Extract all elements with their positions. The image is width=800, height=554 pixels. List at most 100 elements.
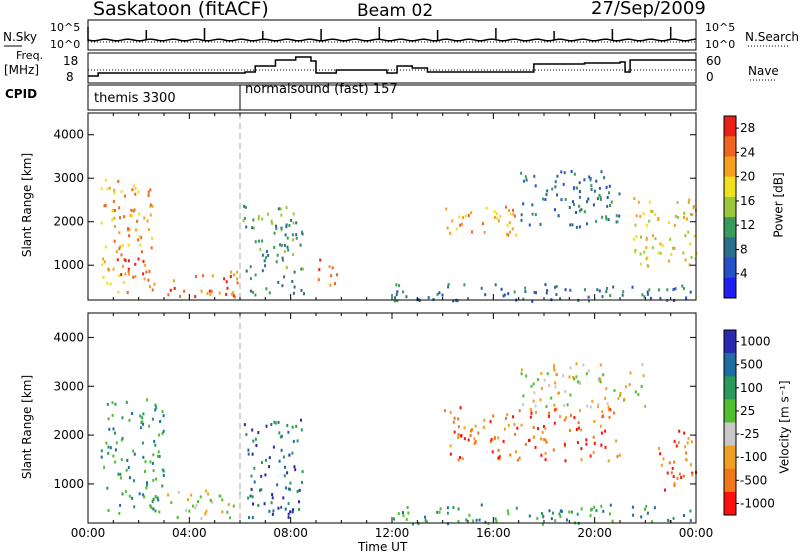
heatmap-cell (478, 518, 481, 522)
heatmap-cell (506, 224, 509, 227)
heatmap-cell (143, 216, 146, 220)
heatmap-cell (609, 503, 612, 507)
heatmap-cell (575, 428, 578, 431)
heatmap-cell (226, 286, 229, 290)
heatmap-cell (559, 515, 562, 518)
heatmap-cell (147, 190, 150, 194)
heatmap-cell (642, 374, 645, 378)
heatmap-cell (575, 362, 578, 366)
heatmap-cell (676, 476, 679, 480)
heatmap-cell (139, 414, 142, 418)
heatmap-cell (631, 505, 634, 509)
heatmap-cell (666, 288, 669, 292)
heatmap-cell (284, 486, 287, 490)
heatmap-cell (446, 511, 449, 515)
heatmap-cell (134, 187, 137, 190)
heatmap-cell (522, 403, 525, 407)
heatmap-cell (603, 176, 606, 180)
colorbar-swatch (724, 445, 736, 470)
heatmap-cell (292, 439, 295, 443)
heatmap-cell (289, 481, 292, 485)
heatmap-cell (457, 507, 460, 511)
heatmap-cell (509, 230, 512, 234)
heatmap-cell (120, 190, 123, 194)
heatmap-cell (554, 408, 557, 412)
heatmap-cell (277, 420, 280, 424)
heatmap-cell (121, 416, 124, 420)
heatmap-cell (122, 281, 125, 284)
colorbar-swatch (724, 217, 736, 238)
heatmap-cell (250, 487, 253, 491)
heatmap-cell (265, 256, 267, 260)
heatmap-cell (123, 258, 126, 261)
colorbar-swatch (724, 257, 736, 279)
heatmap-cell (678, 429, 681, 433)
heatmap-cell (287, 516, 290, 519)
heatmap-cell (393, 299, 396, 303)
heatmap-cell (149, 205, 151, 209)
colorbar-tick-label: 12 (740, 218, 755, 232)
heatmap-cell (553, 366, 556, 370)
heatmap-cell (463, 283, 466, 287)
heatmap-cell (279, 243, 281, 247)
heatmap-cell (111, 401, 114, 405)
heatmap-cell (598, 193, 601, 197)
heatmap-cell (138, 212, 141, 216)
heatmap-cell (578, 204, 581, 208)
heatmap-cell (449, 452, 452, 456)
heatmap-cell (261, 217, 264, 221)
colorbar-swatch (724, 376, 736, 400)
heatmap-cell (290, 218, 292, 222)
heatmap-cell (617, 396, 620, 400)
heatmap-cell (480, 286, 483, 290)
heatmap-cell (672, 246, 675, 250)
heatmap-cell (605, 290, 608, 294)
heatmap-cell (534, 184, 537, 188)
heatmap-cell (542, 197, 545, 201)
heatmap-cell (573, 416, 576, 420)
heatmap-cell (607, 218, 610, 222)
heatmap-cell (287, 512, 290, 516)
heatmap-cell (247, 448, 250, 452)
heatmap-cell (544, 438, 547, 442)
heatmap-cell (142, 412, 145, 416)
heatmap-cell (649, 296, 652, 300)
heatmap-cell (497, 448, 500, 452)
heatmap-cell (554, 180, 557, 184)
heatmap-cell (232, 504, 235, 508)
heatmap-cell (543, 425, 545, 428)
heatmap-cell (605, 217, 608, 221)
heatmap-cell (107, 267, 110, 271)
heatmap-cell (187, 498, 190, 502)
heatmap-cell (695, 251, 698, 255)
nsky-tick-low: 10^0 (50, 38, 81, 51)
heatmap-cell (691, 473, 694, 477)
heatmap-cell (396, 290, 399, 294)
heatmap-cell (120, 253, 123, 257)
heatmap-cell (628, 383, 631, 387)
heatmap-cell (447, 522, 449, 526)
heatmap-cell (601, 295, 604, 299)
heatmap-cell (609, 294, 612, 298)
heatmap-cell (261, 461, 263, 465)
heatmap-cell (673, 482, 676, 485)
heatmap-cell (596, 288, 599, 292)
heatmap-cell (583, 178, 586, 182)
heatmap-cell (525, 178, 528, 182)
colorbar-swatch (724, 196, 736, 218)
heatmap-cell (243, 204, 246, 208)
heatmap-cell (690, 440, 693, 444)
heatmap-cell (634, 390, 637, 394)
heatmap-cell (502, 294, 505, 298)
heatmap-cell (669, 237, 672, 241)
heatmap-cell (545, 193, 548, 197)
heatmap-cell (277, 506, 280, 510)
heatmap-cell (126, 291, 129, 294)
heatmap-cell (474, 424, 477, 428)
heatmap-cell (109, 282, 112, 286)
heatmap-cell (651, 234, 654, 238)
nsearch-tick-high: 10^5 (705, 21, 736, 34)
heatmap-cell (605, 387, 608, 391)
heatmap-cell (550, 517, 553, 521)
heatmap-cell (124, 490, 127, 493)
